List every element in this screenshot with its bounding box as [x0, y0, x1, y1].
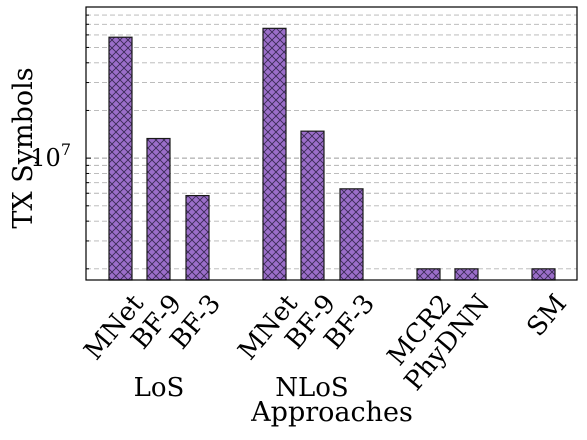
y-ticks: 107 — [30, 6, 91, 270]
bar-mnet — [108, 36, 133, 281]
bar-bf-9 — [300, 130, 325, 281]
x-axis-label: Approaches — [250, 397, 413, 428]
bars — [108, 27, 556, 281]
bar-mnet — [262, 27, 287, 281]
bar-bf-3 — [185, 194, 210, 281]
x-tick-label: SM — [521, 289, 573, 342]
y-tick-label: 107 — [30, 140, 71, 172]
plot-frame — [85, 6, 578, 281]
group-label: NLoS — [275, 373, 348, 403]
bar-bf-9 — [146, 137, 171, 281]
bar-phydnn — [454, 268, 479, 281]
group-labels: LoS NLoS — [134, 373, 349, 403]
bar-bf-3 — [339, 188, 364, 281]
y-axis-label: TX Symbols — [8, 67, 39, 228]
group-label: LoS — [134, 373, 185, 403]
y-tick-label-base: 10 — [30, 144, 61, 172]
bar-mcr2 — [416, 268, 441, 281]
y-tick-label-exponent: 7 — [61, 140, 71, 159]
bar-sm — [531, 268, 556, 281]
